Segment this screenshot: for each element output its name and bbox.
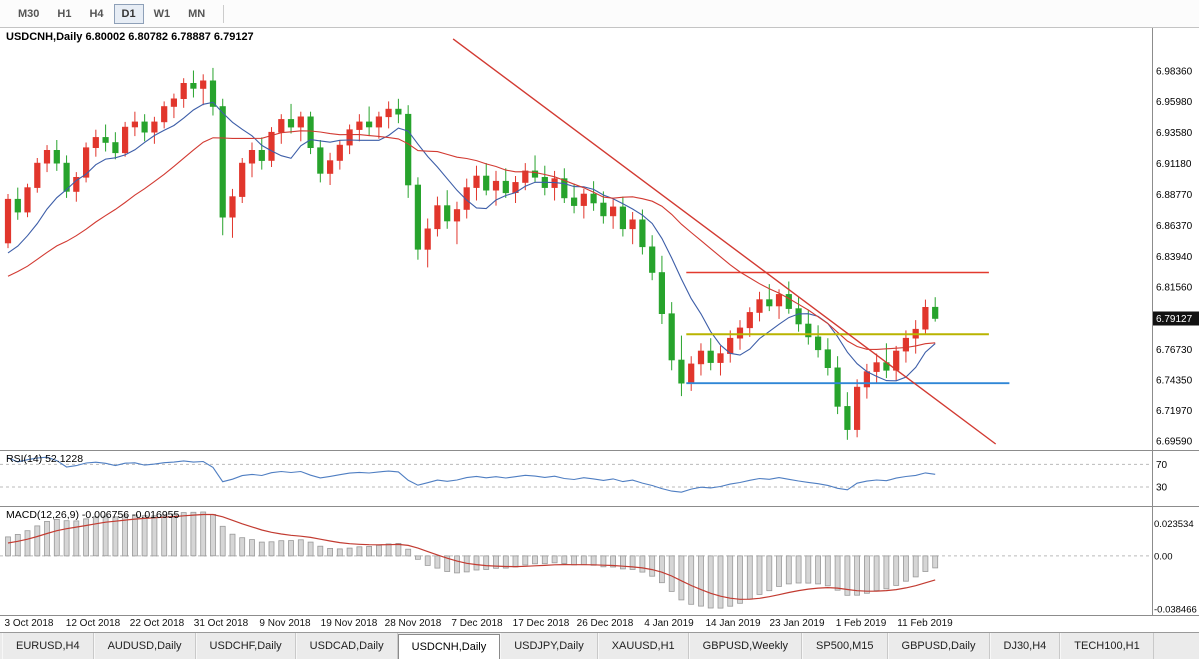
svg-text:6.83940: 6.83940 <box>1156 252 1193 263</box>
svg-text:6.74350: 6.74350 <box>1156 376 1193 387</box>
date-label: 7 Dec 2018 <box>451 618 503 629</box>
ma-21-line <box>7 130 936 350</box>
date-label: 4 Jan 2019 <box>644 618 694 629</box>
symbol-tab-usdchf-daily[interactable]: USDCHF,Daily <box>195 633 296 659</box>
symbol-tab-gbpusd-daily[interactable]: GBPUSD,Daily <box>887 633 990 659</box>
svg-text:6.79127: 6.79127 <box>1156 314 1193 325</box>
timeframe-button-mn[interactable]: MN <box>188 7 206 20</box>
date-label: 28 Nov 2018 <box>384 618 442 629</box>
svg-text:0.00: 0.00 <box>1154 551 1173 562</box>
timeframe-button-w1[interactable]: W1 <box>153 7 171 20</box>
symbol-tab-usdjpy-daily[interactable]: USDJPY,Daily <box>500 633 598 659</box>
svg-text:6.93580: 6.93580 <box>1156 128 1193 139</box>
time-axis[interactable]: 3 Oct 2018 12 Oct 2018 22 Oct 2018 31 Oct 2… <box>0 615 1199 632</box>
symbol-tab-tech100-h1[interactable]: TECH100,H1 <box>1060 633 1154 659</box>
symbol-tab-audusd-daily[interactable]: AUDUSD,Daily <box>93 633 196 659</box>
ma-8-line <box>7 101 936 382</box>
svg-text:70: 70 <box>1156 460 1168 471</box>
timeframe-button-d1[interactable]: D1 <box>113 3 144 24</box>
date-label: 26 Dec 2018 <box>576 618 634 629</box>
price-chart-canvas[interactable]: 6.98360 6.95980 6.93580 6.91180 6.88770 6.863… <box>0 28 1199 450</box>
symbol-tab-usdcnh-daily[interactable]: USDCNH,Daily <box>397 634 501 659</box>
date-label: 12 Oct 2018 <box>65 618 121 629</box>
svg-text:6.81560: 6.81560 <box>1156 283 1193 294</box>
svg-text:-0.038466: -0.038466 <box>1154 605 1197 616</box>
svg-text:6.76730: 6.76730 <box>1156 345 1193 356</box>
symbol-tab-xauusd-h1[interactable]: XAUUSD,H1 <box>597 633 689 659</box>
rsi-pane[interactable]: 70 30 RSI(14) 52.1228 <box>0 450 1199 506</box>
date-label: 31 Oct 2018 <box>193 618 249 629</box>
timeframe-button-h4[interactable]: H4 <box>89 7 104 20</box>
date-label: 9 Nov 2018 <box>259 618 311 629</box>
svg-text:6.88770: 6.88770 <box>1156 190 1193 201</box>
symbol-tab-eurusd-h4[interactable]: EURUSD,H4 <box>2 633 94 659</box>
svg-text:6.91180: 6.91180 <box>1156 159 1192 170</box>
timeframe-button-h1[interactable]: H1 <box>57 7 72 20</box>
date-label: 3 Oct 2018 <box>4 618 54 629</box>
svg-text:6.98360: 6.98360 <box>1156 67 1193 78</box>
symbol-tab-gbpusd-weekly[interactable]: GBPUSD,Weekly <box>688 633 803 659</box>
date-label: 11 Feb 2019 <box>897 618 953 629</box>
svg-text:30: 30 <box>1156 483 1168 494</box>
date-label: 23 Jan 2019 <box>769 618 825 629</box>
date-label: 17 Dec 2018 <box>512 618 570 629</box>
svg-text:6.69590: 6.69590 <box>1156 437 1193 448</box>
macd-canvas[interactable]: 0.023534 0.00 -0.038466 <box>0 506 1199 615</box>
current-price-tag <box>1153 311 1199 326</box>
descending-trendline[interactable] <box>452 38 997 445</box>
macd-signal-line <box>7 513 936 600</box>
date-label: 14 Jan 2019 <box>705 618 761 629</box>
date-label: 1 Feb 2019 <box>835 618 887 629</box>
main-chart-pane[interactable]: 6.98360 6.95980 6.93580 6.91180 6.88770 6.863… <box>0 28 1199 450</box>
svg-text:0.023534: 0.023534 <box>1154 519 1194 530</box>
date-label: 19 Nov 2018 <box>320 618 378 629</box>
svg-text:6.86370: 6.86370 <box>1156 221 1193 232</box>
rsi-canvas[interactable]: 70 30 <box>0 450 1199 506</box>
rsi-line <box>7 456 936 493</box>
symbol-tab-bar: EURUSD,H4 AUDUSD,Daily USDCHF,Daily USDCAD,… <box>0 632 1199 659</box>
macd-histogram <box>5 511 939 609</box>
price-axis[interactable]: 6.98360 6.95980 6.93580 6.91180 6.88770 6.863… <box>1153 67 1199 448</box>
timeframe-button-m30[interactable]: M30 <box>18 7 40 20</box>
svg-text:6.95980: 6.95980 <box>1156 97 1193 108</box>
macd-pane[interactable]: 0.023534 0.00 -0.038466 MACD(12,26,9) -0.0… <box>0 506 1199 615</box>
symbol-tab-sp500-m15[interactable]: SP500,M15 <box>802 633 888 659</box>
symbol-tab-usdcad-daily[interactable]: USDCAD,Daily <box>295 633 398 659</box>
date-label: 22 Oct 2018 <box>129 618 185 629</box>
symbol-tab-dj30-h4[interactable]: DJ30,H4 <box>989 633 1061 659</box>
timeframe-toolbar: M30 H1 H4 D1 W1 MN <box>0 0 1199 28</box>
toolbar-separator <box>223 4 225 23</box>
svg-text:6.71970: 6.71970 <box>1156 406 1193 417</box>
